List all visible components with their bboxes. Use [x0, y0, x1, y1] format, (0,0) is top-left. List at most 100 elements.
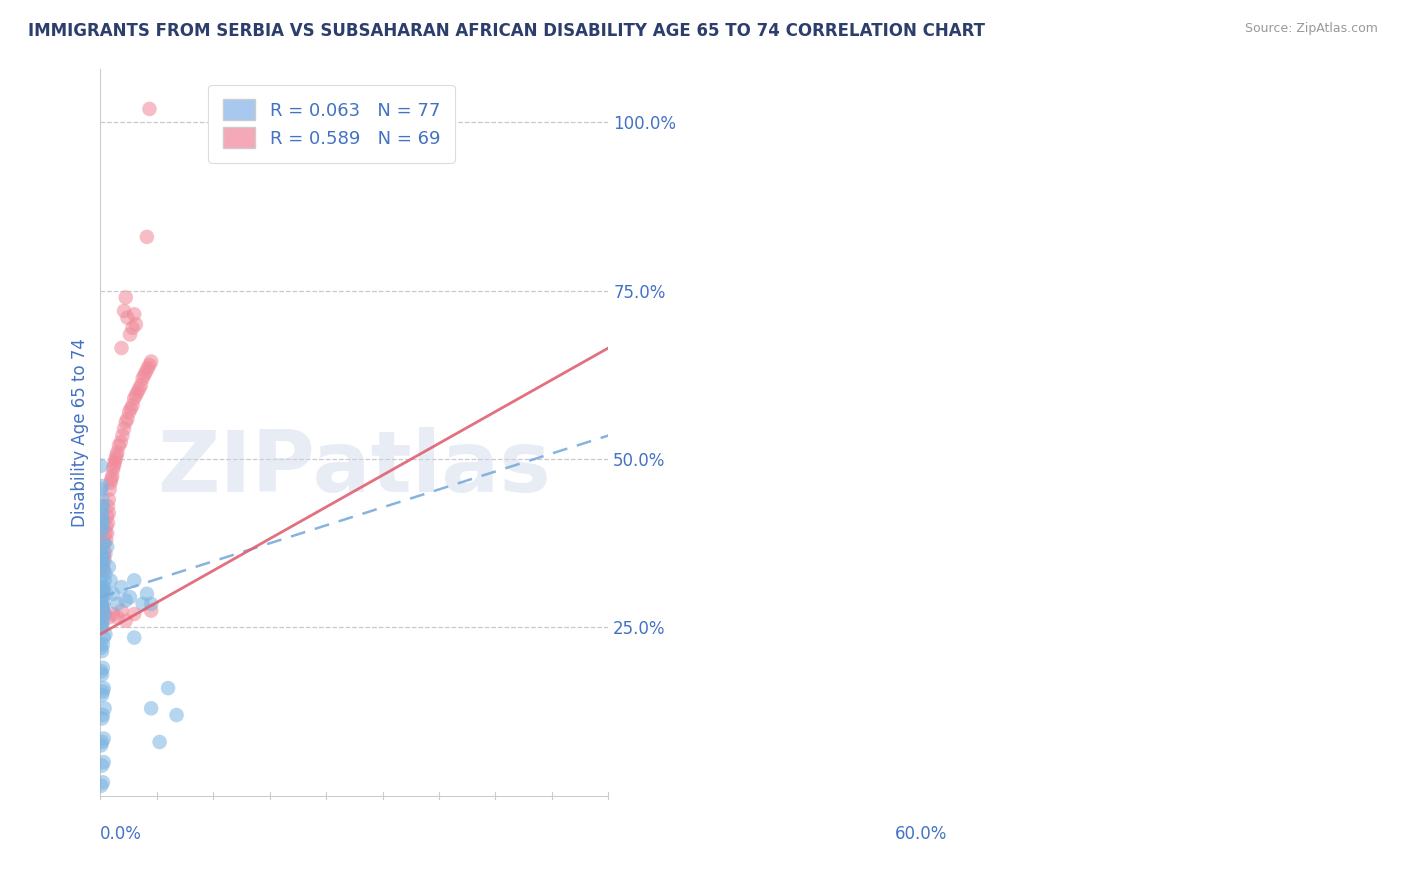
Point	[93, 607, 115, 621]
Point	[117, 411, 139, 425]
Point	[117, 310, 139, 325]
Point	[91, 557, 114, 571]
Point	[90, 523, 112, 537]
Point	[93, 553, 115, 567]
Point	[94, 566, 117, 581]
Point	[97, 492, 120, 507]
Point	[91, 583, 114, 598]
Point	[96, 509, 118, 524]
Point	[114, 593, 136, 607]
Point	[90, 540, 112, 554]
Point	[91, 758, 114, 772]
Text: IMMIGRANTS FROM SERBIA VS SUBSAHARAN AFRICAN DISABILITY AGE 65 TO 74 CORRELATION: IMMIGRANTS FROM SERBIA VS SUBSAHARAN AFR…	[28, 22, 986, 40]
Point	[90, 580, 112, 594]
Point	[98, 483, 121, 497]
Point	[91, 587, 114, 601]
Point	[93, 549, 115, 564]
Point	[114, 415, 136, 429]
Point	[149, 735, 172, 749]
Point	[97, 610, 120, 624]
Point	[91, 492, 114, 507]
Point	[96, 526, 118, 541]
Point	[91, 617, 114, 632]
Point	[125, 388, 148, 402]
Point	[90, 553, 112, 567]
Point	[93, 701, 115, 715]
Point	[91, 500, 114, 514]
Point	[91, 583, 114, 598]
Point	[141, 604, 163, 618]
Point	[90, 590, 112, 604]
Point	[96, 519, 118, 533]
Point	[90, 779, 112, 793]
Point	[136, 361, 159, 376]
Point	[91, 614, 114, 628]
Point	[135, 365, 157, 379]
Point	[90, 513, 112, 527]
Point	[105, 445, 128, 459]
Text: 0.0%: 0.0%	[100, 825, 142, 843]
Legend: R = 0.063   N = 77, R = 0.589   N = 69: R = 0.063 N = 77, R = 0.589 N = 69	[208, 85, 454, 162]
Point	[93, 536, 115, 550]
Point	[91, 600, 114, 615]
Point	[134, 368, 156, 382]
Point	[105, 597, 128, 611]
Point	[90, 500, 112, 514]
Point	[108, 439, 131, 453]
Point	[100, 472, 122, 486]
Point	[112, 422, 135, 436]
Point	[118, 590, 141, 604]
Point	[91, 637, 114, 651]
Point	[90, 739, 112, 753]
Point	[91, 597, 114, 611]
Point	[91, 620, 114, 634]
Point	[90, 617, 112, 632]
Text: 60.0%: 60.0%	[894, 825, 948, 843]
Point	[97, 560, 120, 574]
Point	[110, 604, 132, 618]
Point	[122, 607, 145, 621]
Point	[91, 667, 114, 681]
Point	[91, 735, 114, 749]
Point	[93, 580, 115, 594]
Point	[122, 631, 145, 645]
Point	[114, 291, 136, 305]
Point	[141, 354, 163, 368]
Point	[90, 597, 112, 611]
Point	[93, 607, 115, 621]
Point	[125, 318, 148, 332]
Point	[91, 775, 114, 789]
Point	[90, 483, 112, 497]
Point	[93, 536, 115, 550]
Point	[90, 665, 112, 679]
Point	[93, 597, 115, 611]
Point	[97, 500, 120, 514]
Point	[118, 327, 141, 342]
Point	[91, 688, 114, 702]
Point	[138, 358, 160, 372]
Point	[135, 587, 157, 601]
Point	[101, 607, 124, 621]
Point	[91, 516, 114, 530]
Point	[96, 540, 118, 554]
Point	[90, 563, 112, 577]
Point	[118, 405, 141, 419]
Point	[93, 563, 115, 577]
Point	[91, 479, 114, 493]
Point	[100, 475, 122, 490]
Point	[90, 506, 112, 520]
Point	[110, 435, 132, 450]
Point	[96, 587, 118, 601]
Point	[91, 549, 114, 564]
Point	[110, 341, 132, 355]
Point	[91, 509, 114, 524]
Point	[131, 371, 153, 385]
Point	[104, 455, 127, 469]
Point	[91, 711, 114, 725]
Point	[105, 449, 128, 463]
Text: Source: ZipAtlas.com: Source: ZipAtlas.com	[1244, 22, 1378, 36]
Point	[111, 428, 134, 442]
Point	[104, 452, 127, 467]
Point	[101, 587, 124, 601]
Point	[131, 597, 153, 611]
